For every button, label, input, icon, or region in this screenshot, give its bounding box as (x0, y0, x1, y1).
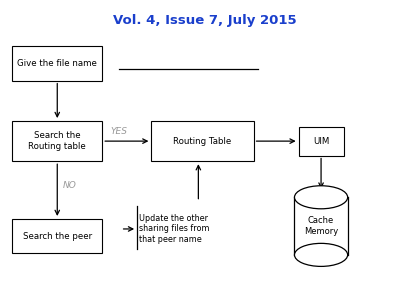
Ellipse shape (294, 243, 348, 266)
Text: Search the peer: Search the peer (22, 232, 92, 241)
FancyBboxPatch shape (12, 46, 102, 81)
Text: Search the
Routing table: Search the Routing table (28, 131, 86, 151)
Text: Give the file name: Give the file name (17, 59, 97, 68)
Text: YES: YES (110, 126, 127, 136)
Text: Vol. 4, Issue 7, July 2015: Vol. 4, Issue 7, July 2015 (113, 14, 296, 27)
Ellipse shape (294, 186, 348, 209)
FancyBboxPatch shape (12, 219, 102, 253)
FancyBboxPatch shape (151, 121, 254, 161)
Text: Routing Table: Routing Table (173, 137, 231, 146)
Text: Cache
Memory: Cache Memory (304, 216, 338, 236)
Text: NO: NO (63, 181, 76, 190)
FancyBboxPatch shape (12, 121, 102, 161)
Text: Update the other
sharing files from
that peer name: Update the other sharing files from that… (139, 214, 209, 244)
Text: UIM: UIM (313, 137, 329, 146)
FancyBboxPatch shape (299, 127, 344, 156)
